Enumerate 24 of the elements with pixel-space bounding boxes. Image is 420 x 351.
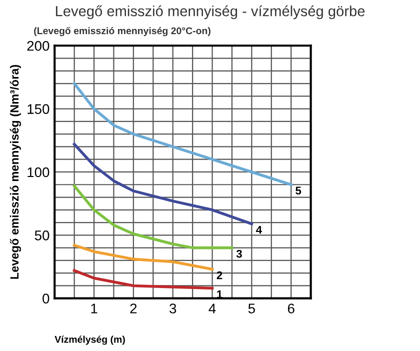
x-tick-label: 1 (91, 304, 98, 314)
chart-subtitle: (Levegő emisszió mennyiség 20°C-on) (34, 26, 210, 36)
y-tick-label: 200 (27, 40, 50, 51)
series-label: 2 (216, 271, 222, 280)
series-label: 3 (236, 250, 242, 258)
line-series (72, 184, 234, 250)
series-label: 4 (256, 226, 262, 234)
x-axis-title: Vízmélység (m) (54, 336, 125, 345)
line-series (72, 82, 292, 186)
x-tick-label: 3 (170, 304, 176, 314)
y-tick-label: 100 (28, 167, 50, 178)
y-tick-label: 50 (34, 230, 50, 240)
line-series (72, 269, 214, 290)
series-label: 5 (296, 186, 302, 195)
y-axis-title: Levegő emisszió mennyiség (Nm³/óra) (10, 64, 22, 279)
x-tick-label: 5 (248, 304, 255, 314)
line-series (72, 244, 214, 271)
y-tick-label: 150 (28, 104, 50, 114)
line-series (72, 142, 254, 226)
x-tick-label: 2 (130, 304, 137, 314)
chart-title: Levegő emisszió mennyiség - vízmélység görbe (56, 5, 365, 20)
x-tick-label: 6 (288, 304, 294, 314)
x-tick-label: 4 (208, 304, 216, 314)
y-tick-label: 0 (42, 294, 50, 304)
